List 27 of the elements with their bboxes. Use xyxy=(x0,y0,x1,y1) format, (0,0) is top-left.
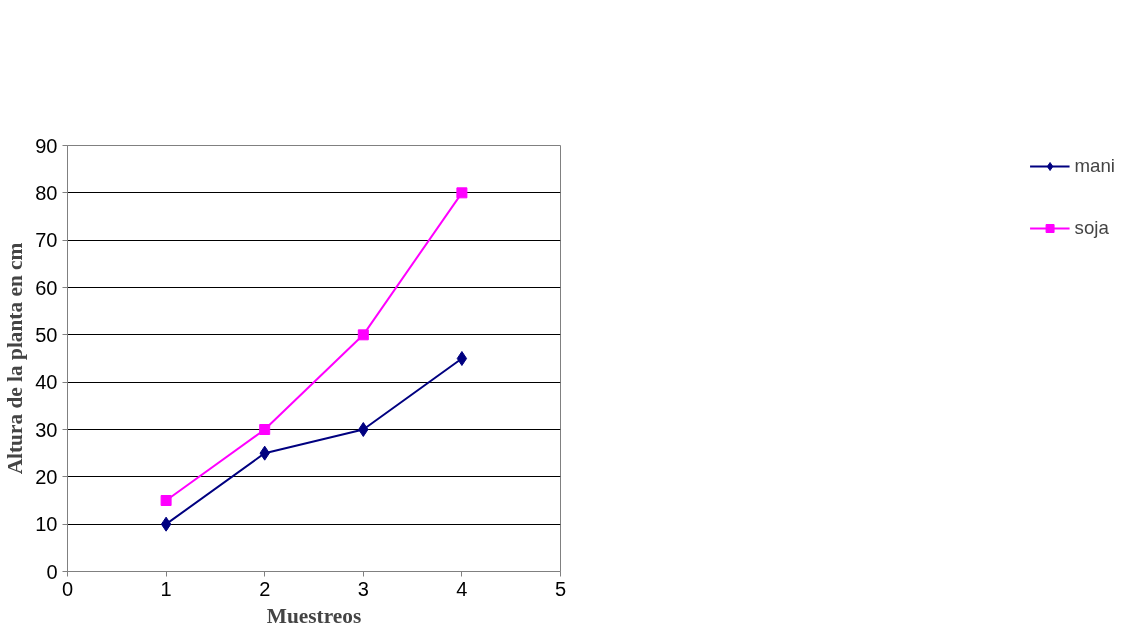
y-tick-label: 70 xyxy=(35,229,58,252)
y-tick-label: 50 xyxy=(35,323,58,346)
y-tick-label: 0 xyxy=(46,560,58,583)
y-tick-label: 60 xyxy=(35,276,58,299)
x-tick-label: 5 xyxy=(554,577,567,600)
x-tick-label: 3 xyxy=(357,577,369,600)
y-tick-label: 80 xyxy=(35,181,58,204)
y-tick-label: 20 xyxy=(35,465,58,488)
point xyxy=(259,424,271,435)
x-axis-title: Muestreos xyxy=(266,603,362,628)
x-tick-label: 4 xyxy=(456,577,468,600)
point xyxy=(358,422,369,437)
x-tick-label: 0 xyxy=(61,577,74,600)
x-tick-label: 1 xyxy=(160,577,172,600)
point xyxy=(456,351,468,366)
y-tick-label: 30 xyxy=(35,418,58,441)
point xyxy=(357,329,369,341)
legend-label: mani xyxy=(1074,155,1115,177)
y-tick-label: 90 xyxy=(35,134,58,157)
y-axis-title: Altura de la planta en cm xyxy=(3,242,28,475)
point xyxy=(160,495,172,506)
x-tick-label: 2 xyxy=(259,577,271,600)
y-tick-label: 10 xyxy=(35,513,58,536)
y-tick-label: 40 xyxy=(35,371,58,394)
point xyxy=(160,516,172,532)
point xyxy=(456,187,468,199)
legend-label: soja xyxy=(1074,217,1109,239)
